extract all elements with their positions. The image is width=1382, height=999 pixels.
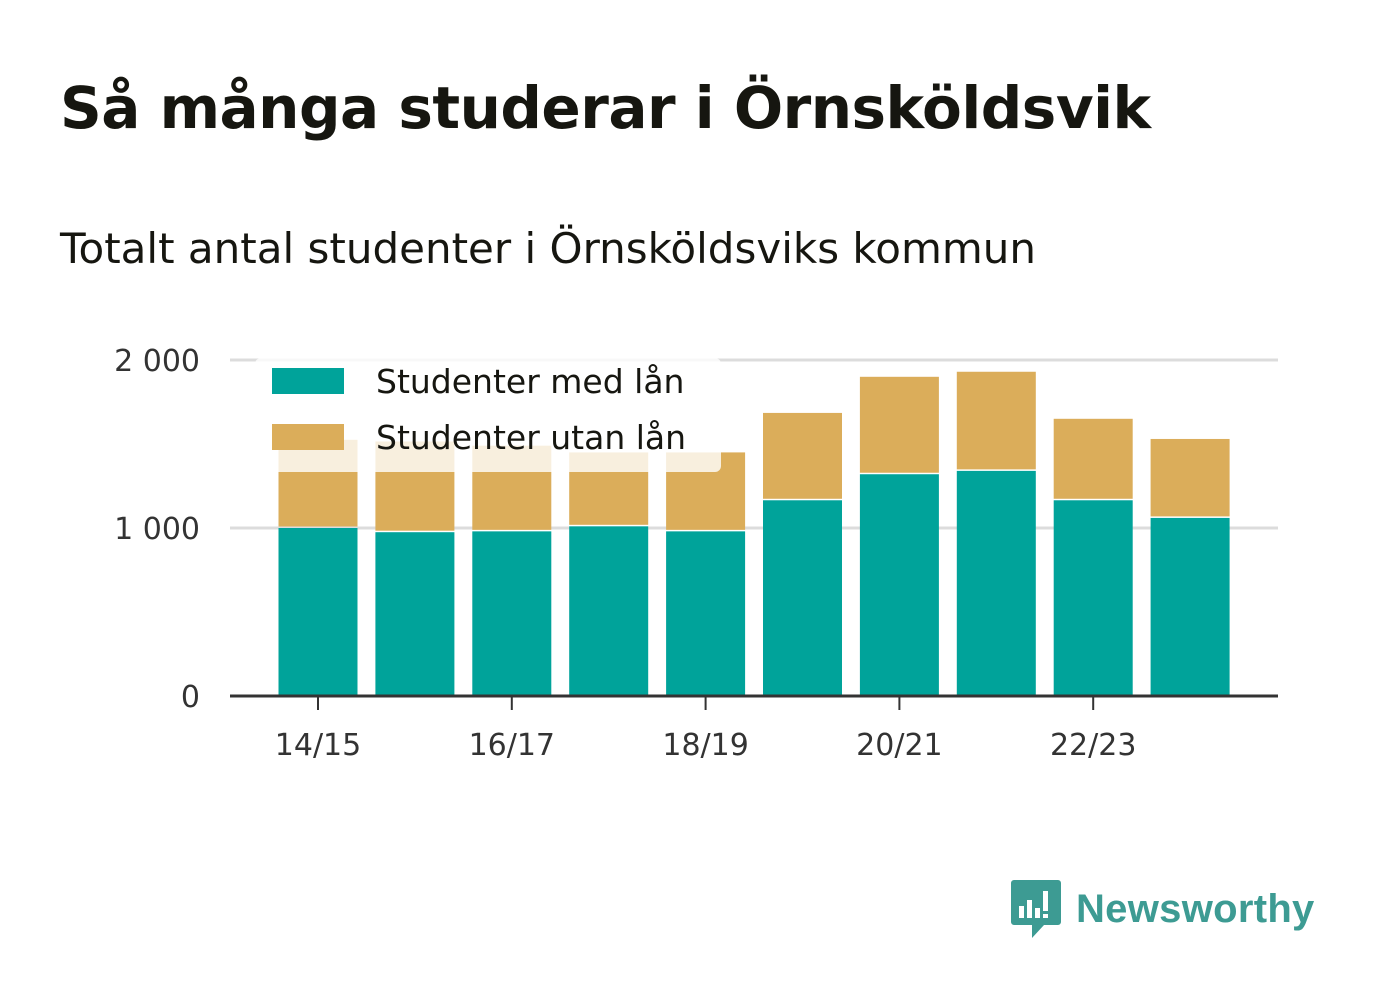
- chart-title: Så många studerar i Örnsköldsvik: [60, 74, 1151, 142]
- bar-med-lan: [1150, 517, 1230, 696]
- bar-utan-lan: [763, 412, 842, 499]
- bar-med-lan: [1053, 500, 1133, 696]
- y-tick-label: 0: [181, 680, 200, 715]
- x-tick-label: 22/23: [1050, 728, 1136, 763]
- legend-background: [255, 358, 721, 472]
- bar-med-lan: [956, 470, 1036, 696]
- bar-med-lan: [472, 531, 552, 696]
- bar-med-lan: [859, 474, 939, 696]
- bar-med-lan: [569, 526, 649, 696]
- y-tick-label: 2 000: [114, 344, 200, 379]
- legend: Studenter med lån Studenter utan lån: [255, 358, 721, 472]
- bar-utan-lan: [1150, 438, 1230, 517]
- legend-label: Studenter utan lån: [376, 418, 686, 457]
- legend-label: Studenter med lån: [376, 362, 684, 401]
- bar-med-lan: [666, 531, 746, 696]
- newsworthy-logo: Newsworthy: [1010, 878, 1315, 940]
- legend-swatch: [272, 424, 344, 450]
- brand-name: Newsworthy: [1076, 886, 1315, 931]
- bar-utan-lan: [859, 376, 939, 473]
- x-tick-label: 16/17: [469, 728, 555, 763]
- bar-med-lan: [278, 528, 358, 696]
- bar-med-lan: [375, 532, 455, 696]
- chart-subtitle: Totalt antal studenter i Örnsköldsviks k…: [60, 224, 1037, 273]
- bar-utan-lan: [1053, 418, 1133, 499]
- x-tick-label: 20/21: [856, 728, 942, 763]
- x-axis: 14/15 16/17 18/19 20/21 22/23: [230, 694, 1278, 763]
- x-tick-label: 14/15: [275, 728, 361, 763]
- x-tick-label: 18/19: [662, 728, 748, 763]
- legend-swatch: [272, 368, 344, 394]
- y-tick-label: 1 000: [114, 512, 200, 547]
- y-axis-ticks: 0 1 000 2 000: [114, 344, 200, 715]
- bar-med-lan: [763, 500, 842, 696]
- bar-utan-lan: [956, 371, 1036, 470]
- newsworthy-logo-icon: [1011, 880, 1061, 938]
